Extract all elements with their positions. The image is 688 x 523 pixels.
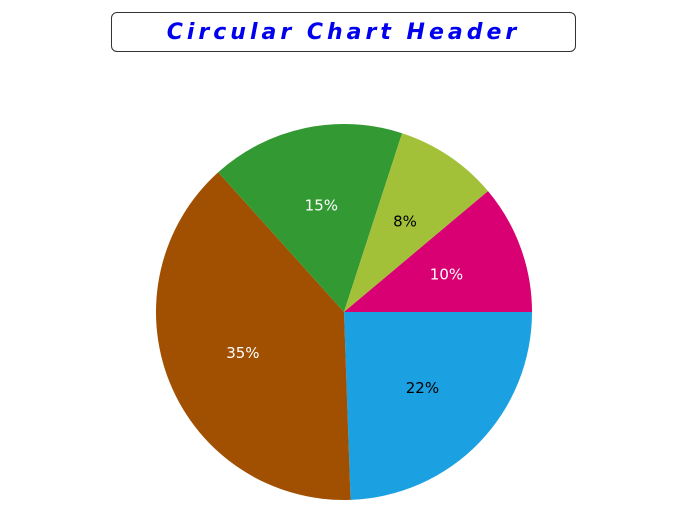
pie-slice: [344, 191, 532, 312]
pie-slice: [344, 133, 489, 312]
chart-title-box: Circular Chart Header: [111, 12, 576, 52]
chart-title: Circular Chart Header: [166, 19, 521, 45]
pie-slice-label: 22%: [406, 379, 439, 397]
pie-labels: 22% 35% 15% 8% 10%: [226, 196, 463, 396]
pie-slice-label: 8%: [393, 213, 417, 231]
pie-slice: [155, 172, 351, 501]
pie-slice: [218, 123, 403, 312]
pie-slice-label: 35%: [226, 344, 259, 362]
pie-slice-label: 15%: [305, 196, 338, 214]
pie-slices: [155, 123, 532, 501]
pie-slice: [344, 312, 532, 500]
pie-slice-label: 10%: [430, 266, 463, 284]
